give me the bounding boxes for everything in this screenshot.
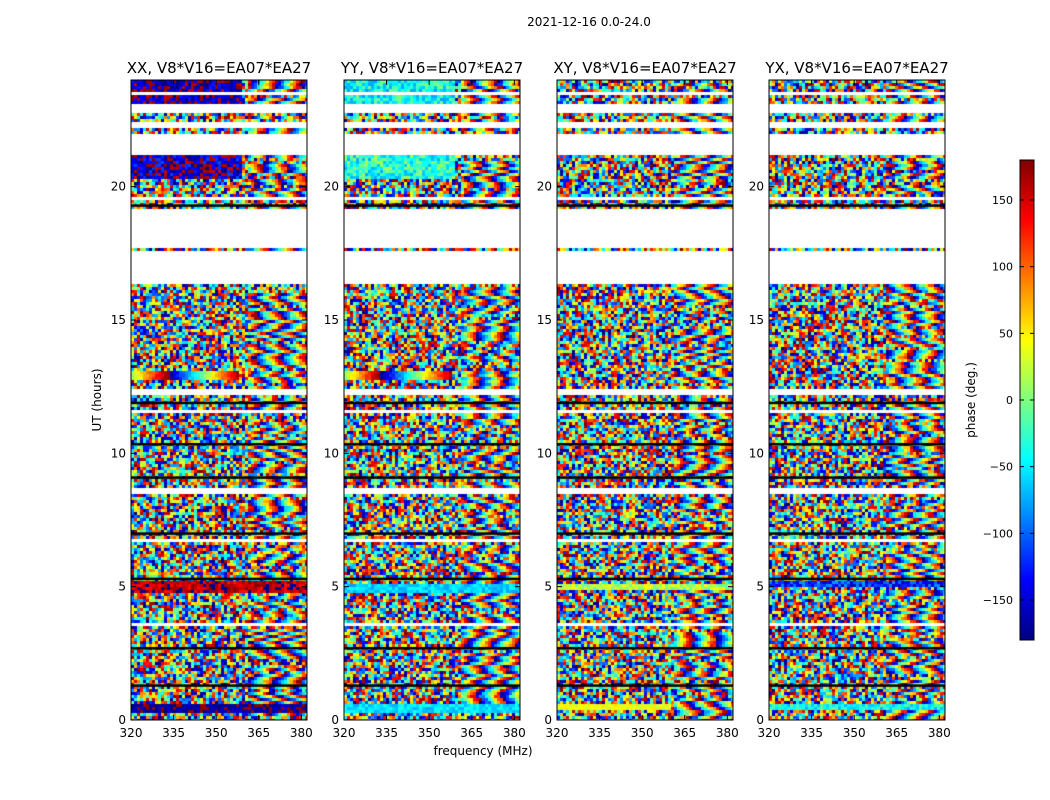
panel-4: YX, V8*V16=EA07*EA27 320 335 350 365 380 0 5 10 1… [749, 59, 951, 740]
panel-title: YY, V8*V16=EA07*EA27 [340, 59, 523, 77]
x-tick-label: 380 [716, 726, 739, 740]
y-tick-label: 10 [324, 446, 339, 460]
phase-heatmap-image [344, 80, 520, 720]
colorbar-tick-label: 50 [999, 327, 1013, 340]
y-tick-label: 10 [111, 446, 126, 460]
y-tick-label: 20 [537, 180, 552, 194]
y-tick-label: 5 [118, 580, 126, 594]
y-tick-label: 10 [537, 446, 552, 460]
x-tick-label: 365 [247, 726, 270, 740]
y-tick-label: 20 [111, 180, 126, 194]
x-tick-label: 365 [673, 726, 696, 740]
y-tick-label: 20 [749, 180, 764, 194]
y-tick-label: 15 [111, 313, 126, 327]
panel-frame [343, 79, 521, 721]
panel-3: XY, V8*V16=EA07*EA27 320 335 350 365 380 0 5 10 1… [537, 59, 739, 740]
x-tick-label: 365 [885, 726, 908, 740]
x-axis-label: frequency (MHz) [433, 744, 532, 758]
y-tick-label: 10 [749, 446, 764, 460]
panel-1: XX, V8*V16=EA07*EA27 320 335 350 365 380 0 5 10 1… [111, 59, 313, 740]
colorbar-tick-label: −150 [983, 594, 1013, 607]
phase-heatmap-image [131, 80, 307, 720]
x-tick-label: 335 [162, 726, 185, 740]
x-tick-label: 350 [843, 726, 866, 740]
x-tick-label: 335 [588, 726, 611, 740]
colorbar-tick-label: −100 [983, 527, 1013, 540]
x-tick-label: 350 [205, 726, 228, 740]
phase-heatmap-image [769, 80, 945, 720]
y-tick-label: 15 [324, 313, 339, 327]
phase-heatmap-image [557, 80, 733, 720]
colorbar-tick-label: −50 [990, 461, 1013, 474]
colorbar: 150 100 50 0 −50 −100 −150 phase (deg.) [964, 159, 1035, 641]
x-tick-label: 320 [120, 726, 143, 740]
colorbar-tick-label: 100 [992, 261, 1013, 274]
panel-2: YY, V8*V16=EA07*EA27 320 335 350 365 380 0 5 10 1… [324, 59, 526, 740]
x-tick-label: 380 [290, 726, 313, 740]
y-axis-label: UT (hours) [90, 368, 104, 431]
y-tick-label: 0 [118, 713, 126, 727]
x-tick-label: 350 [418, 726, 441, 740]
panel-frame [556, 79, 734, 721]
panel-title: XX, V8*V16=EA07*EA27 [127, 59, 311, 77]
y-tick-label: 0 [756, 713, 764, 727]
x-tick-label: 335 [800, 726, 823, 740]
x-tick-label: 380 [503, 726, 526, 740]
x-tick-label: 320 [546, 726, 569, 740]
panel-title: YX, V8*V16=EA07*EA27 [764, 59, 948, 77]
colorbar-tick-label: 0 [1006, 394, 1013, 407]
x-tick-label: 320 [333, 726, 356, 740]
y-tick-label: 5 [331, 580, 339, 594]
panel-title: XY, V8*V16=EA07*EA27 [553, 59, 736, 77]
colorbar-tick-label: 150 [992, 194, 1013, 207]
panel-frame [768, 79, 946, 721]
figure-suptitle: 2021-12-16 0.0-24.0 [527, 15, 651, 29]
panel-frame [130, 79, 308, 721]
y-tick-label: 15 [749, 313, 764, 327]
y-tick-label: 15 [537, 313, 552, 327]
x-tick-label: 380 [928, 726, 951, 740]
colorbar-label: phase (deg.) [964, 362, 978, 438]
y-tick-label: 20 [324, 180, 339, 194]
y-tick-label: 5 [756, 580, 764, 594]
y-tick-label: 5 [544, 580, 552, 594]
y-tick-label: 0 [331, 713, 339, 727]
x-tick-label: 320 [758, 726, 781, 740]
x-tick-label: 365 [460, 726, 483, 740]
panels: XX, V8*V16=EA07*EA27 320 335 350 365 380 0 5 10 1… [111, 59, 951, 740]
y-tick-label: 0 [544, 713, 552, 727]
x-tick-label: 335 [375, 726, 398, 740]
x-tick-label: 350 [631, 726, 654, 740]
